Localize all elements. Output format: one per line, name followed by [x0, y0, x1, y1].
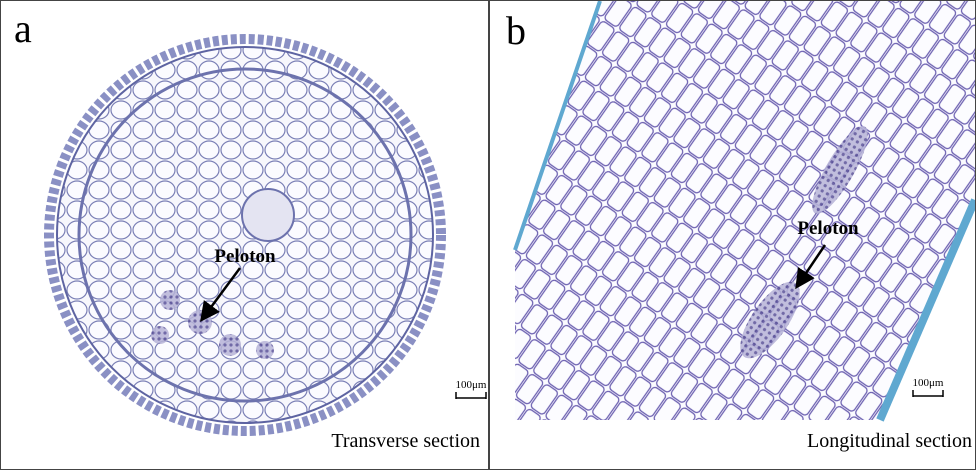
scale-label: 100μm [456, 379, 487, 391]
panel-b: b Peloton 100μm Longitudinal section [490, 1, 976, 470]
scale-label: 100μm [913, 377, 944, 389]
annotation: Peloton [797, 218, 859, 239]
panel-letter: b [506, 8, 526, 53]
figure: a Peloton 100μm Transverse section b Pel… [0, 0, 976, 470]
panel-a: a Peloton 100μm Transverse section [1, 1, 489, 470]
caption: Transverse section [331, 430, 480, 452]
root-section [57, 47, 433, 423]
annotation: Peloton [214, 246, 276, 267]
caption: Longitudinal section [807, 430, 972, 452]
panel-letter: a [14, 6, 32, 51]
stele [242, 189, 294, 241]
